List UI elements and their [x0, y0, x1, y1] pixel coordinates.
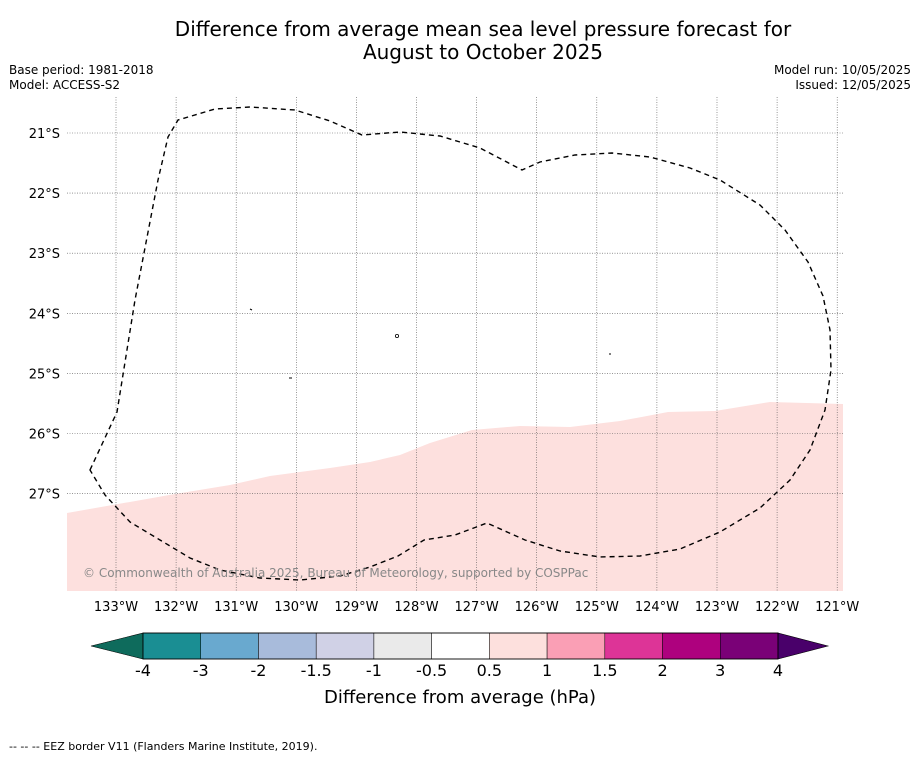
longitude-label: 124°W [635, 600, 679, 615]
colorbar-segment [200, 632, 259, 660]
colorbar-tick-label: 0.5 [477, 661, 502, 680]
colorbar-segment [315, 632, 375, 660]
colorbar-tick-label: -0.5 [416, 661, 447, 680]
colorbar-segment [489, 632, 548, 660]
longitude-label: 127°W [455, 600, 499, 615]
colorbar-segments [142, 632, 779, 660]
copyright-text: © Commonwealth of Australia 2025, Bureau… [83, 566, 588, 580]
latitude-label: 22°S [29, 187, 60, 202]
gridlines [67, 97, 843, 591]
title-line-2: August to October 2025 [362, 40, 604, 64]
longitude-label: 131°W [214, 600, 258, 615]
colorbar-outline [142, 632, 779, 660]
colorbar-tick-label: -1.5 [301, 661, 332, 680]
colorbar-ticks: -4 -3 -2 -1.5 -1 -0.5 0.5 1 1.5 2 3 4 [135, 661, 783, 680]
island [394, 333, 399, 338]
longitude-label: 126°W [515, 600, 559, 615]
model-name: Model: ACCESS-S2 [9, 78, 121, 92]
colorbar-tick-label: -2 [250, 661, 266, 680]
model-run: Model run: 10/05/2025 [773, 63, 911, 77]
tick-labels: 133°W 132°W 131°W 130°W 129°W 128°W 127°W 126°W… [29, 127, 860, 615]
chart-title: Difference from average mean sea level p… [0, 18, 919, 64]
colorbar-segment [431, 632, 490, 660]
colorbar-tick-label: 2 [657, 661, 667, 680]
longitude-label: 128°W [394, 600, 438, 615]
longitude-label: 129°W [334, 600, 378, 615]
colorbar-over-arrow [777, 632, 830, 660]
meta-left: Base period: 1981-2018 Model: ACCESS-S2 [9, 63, 154, 93]
longitude-label: 121°W [815, 600, 859, 615]
longitude-label: 133°W [94, 600, 138, 615]
colorbar-segment [604, 632, 663, 660]
title-line-1: Difference from average mean sea level p… [174, 17, 792, 41]
base-period: Base period: 1981-2018 [9, 63, 154, 77]
colorbar-tick-label: 3 [715, 661, 725, 680]
colorbar-segment [142, 632, 201, 660]
latitude-label: 27°S [29, 488, 60, 503]
colorbar-tick-label: -4 [135, 661, 151, 680]
colorbar-tick-label: -3 [193, 661, 209, 680]
latitude-label: 21°S [29, 127, 60, 142]
longitude-label: 122°W [755, 600, 799, 615]
colorbar-segment [258, 632, 317, 660]
longitude-label: 123°W [695, 600, 739, 615]
anomaly-region-0.5-1 [67, 402, 843, 591]
colorbar-label: Difference from average (hPa) [324, 687, 596, 708]
colorbar-segment [720, 632, 779, 660]
colorbar-tick-label: 1 [542, 661, 552, 680]
issued-date: Issued: 12/05/2025 [795, 78, 911, 92]
colorbar-tick-label: 4 [773, 661, 783, 680]
meta-right: Model run: 10/05/2025 Issued: 12/05/2025 [774, 63, 911, 93]
colorbar-segment [662, 632, 721, 660]
colorbar-tick-label: -1 [366, 661, 382, 680]
longitude-label: 125°W [575, 600, 619, 615]
colorbar: -4 -3 -2 -1.5 -1 -0.5 0.5 1 1.5 2 3 4 Difference fr… [90, 632, 830, 708]
colorbar-tick-label: 1.5 [592, 661, 617, 680]
map-panel: 133°W 132°W 131°W 130°W 129°W 128°W 127°W 126°W… [29, 97, 860, 615]
latitude-label: 26°S [29, 428, 60, 443]
colorbar-segment [373, 632, 432, 660]
longitude-label: 130°W [274, 600, 318, 615]
latitude-label: 23°S [29, 247, 60, 262]
eez-border [89, 106, 832, 581]
colorbar-under-arrow [90, 632, 144, 660]
eez-legend: -- -- -- EEZ border V11 (Flanders Marine… [9, 740, 318, 753]
island [249, 308, 253, 311]
latitude-label: 25°S [29, 367, 60, 382]
colorbar-segment [546, 632, 606, 660]
longitude-label: 132°W [154, 600, 198, 615]
latitude-label: 24°S [29, 307, 60, 322]
